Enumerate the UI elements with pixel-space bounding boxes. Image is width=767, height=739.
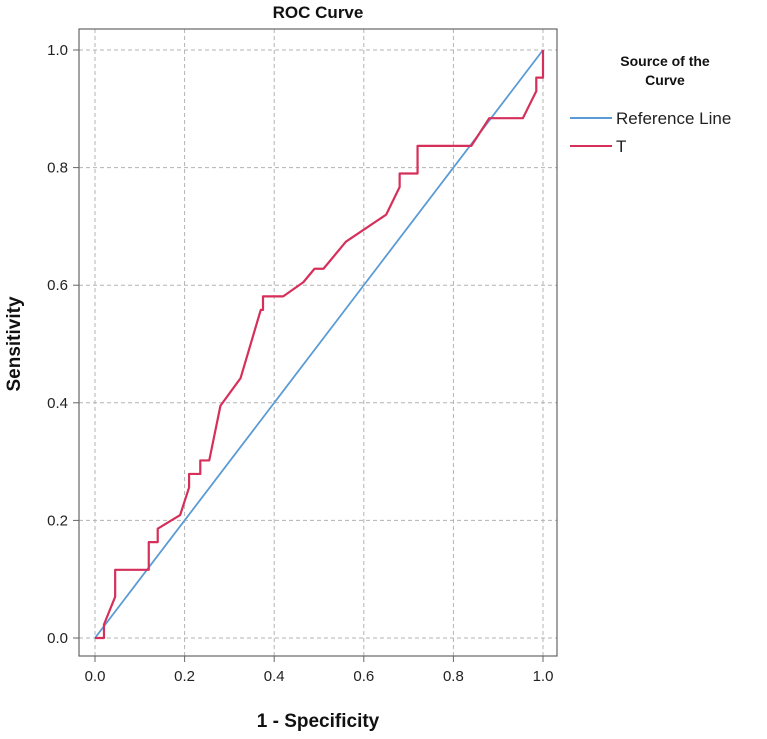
y-axis-label: Sensitivity [4,296,25,391]
chart-title: ROC Curve [273,3,364,22]
series-lines [94,49,545,640]
plot-area-frame [78,28,558,657]
legend-label-t: T [616,137,626,156]
series-line-reference-line [94,49,544,639]
x-tick-label: 0.8 [443,668,464,685]
y-tick-label: 0.4 [47,395,68,412]
x-axis-label: 1 - Specificity [257,711,380,732]
x-tick-label: 0.0 [85,668,106,685]
x-tick-label: 0.2 [174,668,195,685]
legend-title-line1: Source of the [620,53,710,69]
y-tick-label: 1.0 [47,42,68,59]
x-tick-label: 1.0 [533,668,554,685]
y-tick-label: 0.0 [47,630,68,647]
y-tick-label: 0.6 [47,277,68,294]
grid-lines [79,29,557,656]
x-tick-label: 0.4 [264,668,285,685]
y-tick-label: 0.2 [47,512,68,529]
legend-label-reference-line: Reference Line [616,109,731,128]
y-axis-ticks: 0.0 0.2 0.4 0.6 0.8 1.0 [47,42,79,647]
series-line-t [95,50,545,640]
legend: Source of the Curve Reference Line T [570,53,731,156]
legend-title-line2: Curve [645,72,685,88]
x-tick-label: 0.6 [353,668,374,685]
legend-items: Reference Line T [570,109,731,156]
y-tick-label: 0.8 [47,160,68,177]
x-axis-ticks: 0.0 0.2 0.4 0.6 0.8 1.0 [85,656,554,685]
